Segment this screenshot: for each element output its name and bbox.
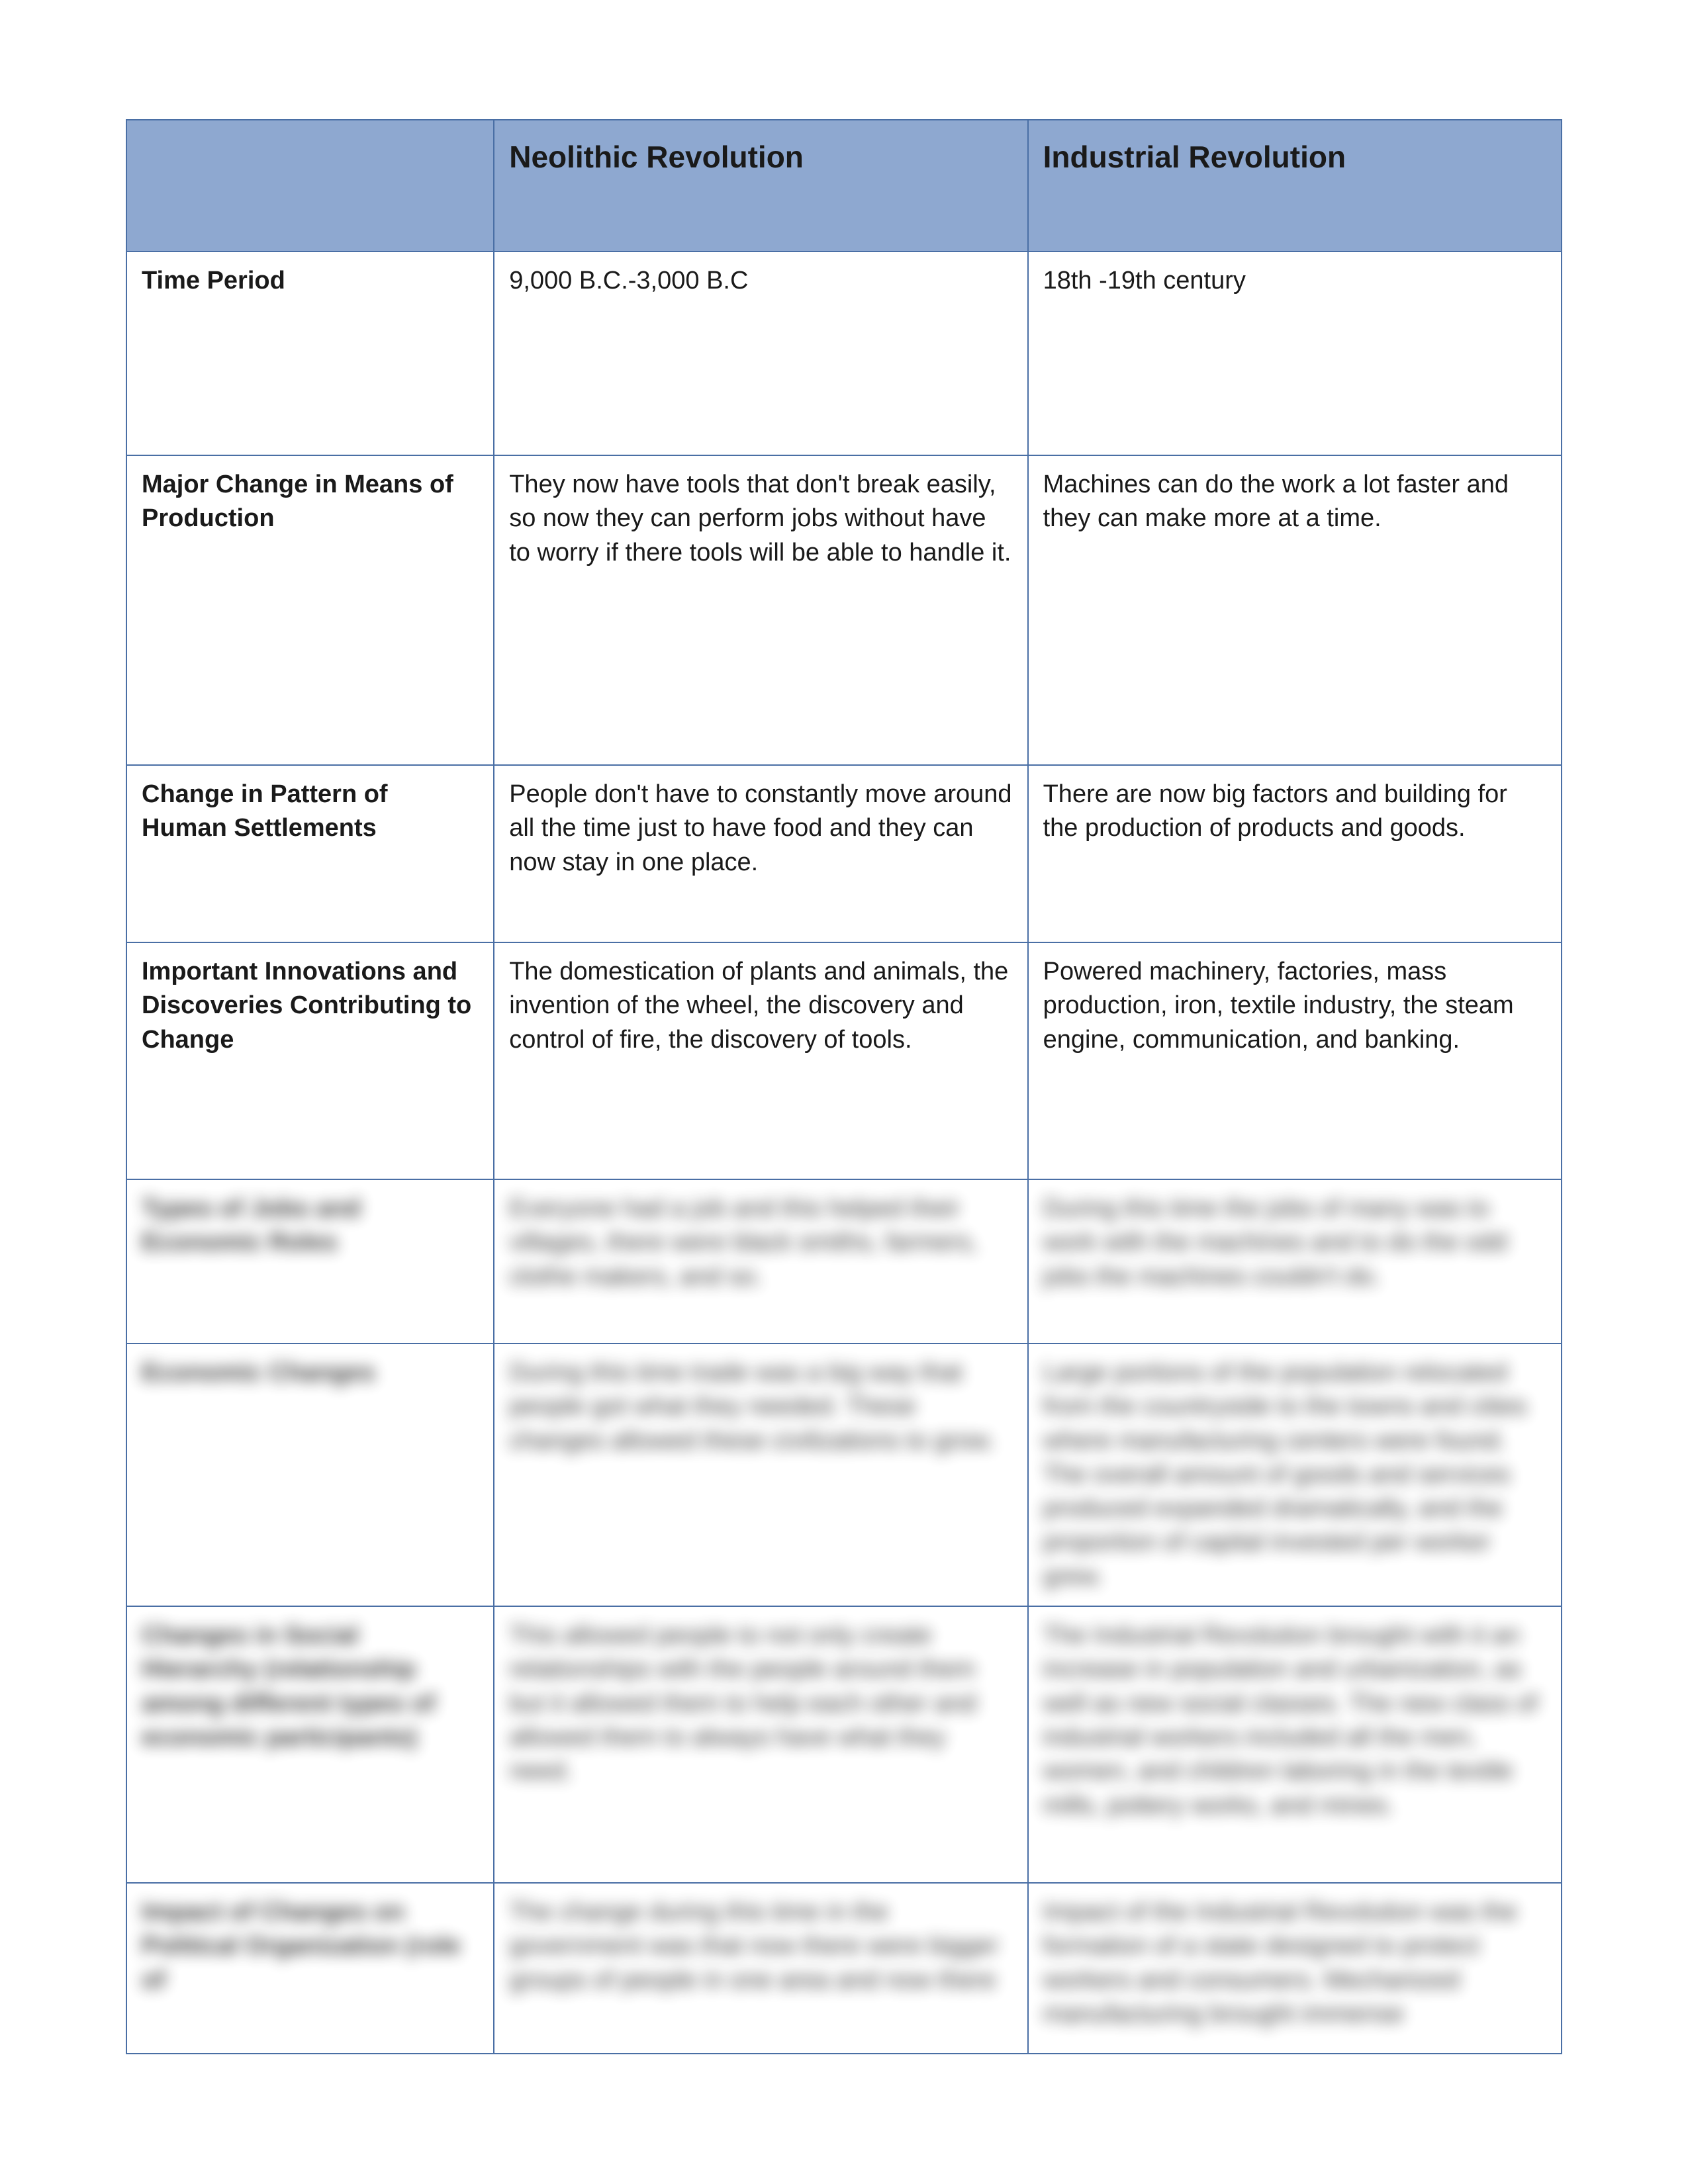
cell-innov-ind: Powered machinery, factories, mass produ… [1028,942,1562,1179]
header-neolithic: Neolithic Revolution [494,120,1027,251]
blur-text: This allowed people to not only create r… [509,1619,1012,1788]
cell-polit-neo: The change during this time in the gover… [494,1883,1027,2054]
blur-text: Large portions of the population relocat… [1043,1356,1546,1594]
label-social: Changes in Social Hierarchy (relationshi… [126,1606,494,1883]
blur-text: Everyone had a job and this helped their… [509,1192,1012,1294]
cell-social-ind: The Industrial Revolution brought with i… [1028,1606,1562,1883]
row-jobs-blurred: Types of Jobs and Economic Roles Everyon… [126,1179,1562,1343]
label-econ: Economic Changes [126,1343,494,1606]
header-industrial: Industrial Revolution [1028,120,1562,251]
label-time-period: Time Period [126,251,494,455]
row-time-period: Time Period 9,000 B.C.-3,000 B.C 18th -1… [126,251,1562,455]
label-jobs: Types of Jobs and Economic Roles [126,1179,494,1343]
cell-means-neo: They now have tools that don't break eas… [494,455,1027,765]
blur-text: Economic Changes [142,1356,479,1390]
header-row: Neolithic Revolution Industrial Revoluti… [126,120,1562,251]
blur-text: Impact of the Industrial Revolution was … [1043,1895,1546,2031]
row-social-blurred: Changes in Social Hierarchy (relationshi… [126,1606,1562,1883]
cell-polit-ind: Impact of the Industrial Revolution was … [1028,1883,1562,2054]
label-settle: Change in Pattern of Human Settlements [126,765,494,942]
blur-text: Types of Jobs and Economic Roles [142,1192,479,1260]
cell-econ-ind: Large portions of the population relocat… [1028,1343,1562,1606]
blur-text: The change during this time in the gover… [509,1895,1012,1997]
blur-text: During this time the jobs of many was to… [1043,1192,1546,1294]
cell-jobs-neo: Everyone had a job and this helped their… [494,1179,1027,1343]
cell-settle-ind: There are now big factors and building f… [1028,765,1562,942]
cell-econ-neo: During this time trade was a big way tha… [494,1343,1027,1606]
document-page: Neolithic Revolution Industrial Revoluti… [0,0,1688,2184]
blur-text: The Industrial Revolution brought with i… [1043,1619,1546,1823]
comparison-table: Neolithic Revolution Industrial Revoluti… [126,119,1562,2054]
blur-text: Impact of Changes on Political Organizat… [142,1895,479,1997]
row-economic-blurred: Economic Changes During this time trade … [126,1343,1562,1606]
cell-time-neo: 9,000 B.C.-3,000 B.C [494,251,1027,455]
cell-time-ind: 18th -19th century [1028,251,1562,455]
row-innovations: Important Innovations and Discoveries Co… [126,942,1562,1179]
cell-innov-neo: The domestication of plants and animals,… [494,942,1027,1179]
label-means: Major Change in Means of Production [126,455,494,765]
cell-means-ind: Machines can do the work a lot faster an… [1028,455,1562,765]
label-innov: Important Innovations and Discoveries Co… [126,942,494,1179]
row-means-production: Major Change in Means of Production They… [126,455,1562,765]
cell-jobs-ind: During this time the jobs of many was to… [1028,1179,1562,1343]
cell-social-neo: This allowed people to not only create r… [494,1606,1027,1883]
row-settlements: Change in Pattern of Human Settlements P… [126,765,1562,942]
blur-text: During this time trade was a big way tha… [509,1356,1012,1458]
label-polit: Impact of Changes on Political Organizat… [126,1883,494,2054]
blur-text: Changes in Social Hierarchy (relationshi… [142,1619,479,1754]
header-empty [126,120,494,251]
cell-settle-neo: People don't have to constantly move aro… [494,765,1027,942]
row-political-blurred: Impact of Changes on Political Organizat… [126,1883,1562,2054]
